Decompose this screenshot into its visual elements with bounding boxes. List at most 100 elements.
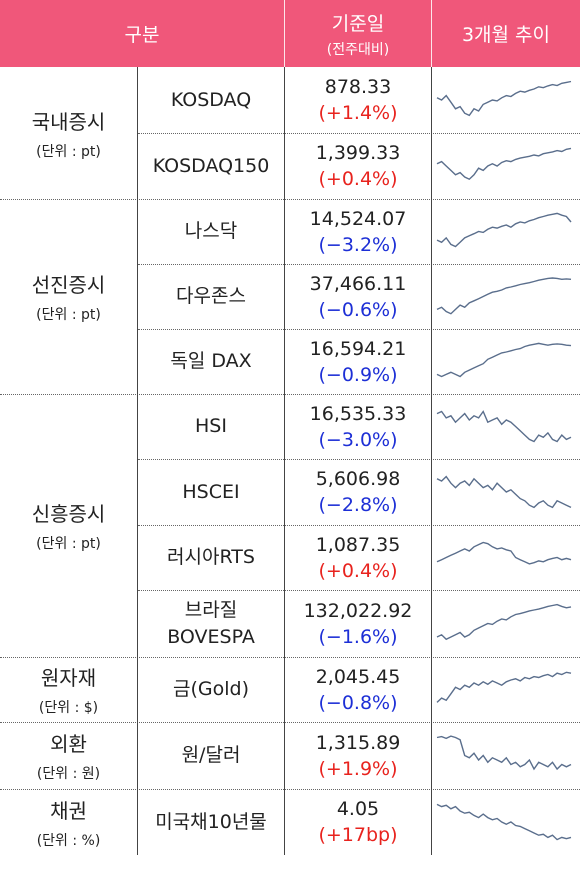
index-value: 14,524.07 (309, 207, 407, 230)
instrument-name: 미국채10년물 (155, 810, 267, 833)
trend-sparkline (436, 603, 572, 641)
instrument-name-cell: KOSDAQ150 (138, 133, 284, 199)
header-category: 구분 (0, 0, 284, 67)
header-trend: 3개월 추이 (432, 0, 580, 67)
value-cell: 2,045.45 (−0.8%) (285, 657, 431, 722)
instrument-name-cell: 나스닥 (138, 199, 284, 264)
sparkline-series (436, 80, 572, 117)
group-cell: 외환 (단위 : 원) (0, 722, 137, 789)
column-divider (137, 67, 138, 855)
trend-sparkline (436, 541, 572, 565)
group-unit: (단위 : pt) (36, 307, 101, 323)
weekly-change: (−0.8%) (318, 691, 398, 714)
row-divider (138, 133, 580, 134)
index-value: 2,045.45 (315, 665, 401, 688)
value-cell: 1,399.33 (+0.4%) (285, 133, 431, 199)
row-divider (138, 525, 580, 526)
trend-sparkline (436, 277, 572, 315)
row-divider (138, 329, 580, 330)
instrument-name: 독일 DAX (170, 350, 252, 372)
value-cell: 132,022.92 (−1.6%) (285, 590, 431, 657)
value-cell: 14,524.07 (−3.2%) (285, 199, 431, 264)
weekly-change: (+1.4%) (318, 102, 398, 124)
weekly-change: (−2.8%) (318, 494, 398, 516)
row-divider (0, 199, 580, 200)
instrument-name: 다우존스 (176, 285, 246, 307)
sparkline-series (436, 671, 572, 703)
weekly-change: (+1.9%) (318, 757, 398, 780)
header-value-title: 기준일 (331, 12, 385, 35)
group-unit: (단위 : pt) (36, 143, 101, 160)
index-value: 1,087.35 (315, 533, 401, 556)
sparkline-series (436, 147, 572, 181)
column-divider (284, 67, 285, 855)
instrument-name-cell: HSI (138, 394, 284, 459)
group-name: 신흥증시 (31, 502, 106, 526)
instrument-name: 러시아RTS (167, 546, 255, 568)
index-value: 878.33 (324, 76, 392, 98)
value-cell: 878.33 (+1.4%) (285, 67, 431, 133)
sparkline-series (436, 735, 572, 771)
weekly-change: (+0.4%) (318, 168, 398, 190)
trend-sparkline (436, 671, 572, 703)
sparkline-series (436, 277, 572, 315)
sparkline-series (436, 342, 572, 378)
index-value: 5,606.98 (315, 468, 401, 490)
row-divider (0, 657, 580, 658)
trend-sparkline (436, 147, 572, 181)
weekly-change: (−1.6%) (318, 625, 398, 648)
row-divider (138, 264, 580, 265)
instrument-name-cell: 다우존스 (138, 264, 284, 329)
weekly-change: (+0.4%) (318, 559, 398, 582)
sparkline-series (436, 603, 572, 641)
group-name: 원자재 (40, 666, 97, 690)
sparkline-series (436, 410, 572, 443)
group-name: 외환 (50, 732, 87, 756)
row-divider (0, 722, 580, 723)
index-value: 4.05 (336, 798, 380, 820)
header-category-label: 구분 (124, 24, 160, 46)
table-header: 구분 기준일 (전주대비) 3개월 추이 (0, 0, 580, 67)
index-value: 37,466.11 (309, 272, 407, 295)
row-divider (0, 789, 580, 790)
weekly-change: (+17bp) (318, 824, 398, 846)
header-trend-label: 3개월 추이 (461, 24, 551, 46)
value-cell: 1,087.35 (+0.4%) (285, 525, 431, 590)
group-cell: 국내증시 (단위 : pt) (0, 67, 137, 199)
instrument-name: HSCEI (182, 480, 240, 503)
instrument-name: 금(Gold) (173, 678, 249, 700)
header-value: 기준일 (전주대비) (285, 0, 431, 67)
index-value: 1,315.89 (315, 731, 401, 754)
instrument-name-cell: 금(Gold) (138, 657, 284, 722)
instrument-name: 브라질 (184, 598, 238, 621)
instrument-name-cell: 독일 DAX (138, 329, 284, 394)
instrument-name-cell: KOSDAQ (138, 67, 284, 133)
sparkline-series (436, 541, 572, 565)
trend-sparkline (436, 735, 572, 771)
sparkline-series (436, 212, 572, 248)
row-divider (138, 459, 580, 460)
row-divider (138, 590, 580, 591)
instrument-name: 나스닥 (184, 220, 238, 242)
trend-sparkline (436, 475, 572, 509)
value-cell: 4.05 (+17bp) (285, 789, 431, 855)
instrument-name: 원/달러 (181, 744, 241, 766)
sparkline-series (436, 475, 572, 509)
index-value: 16,535.33 (309, 402, 407, 425)
header-divider (284, 0, 285, 67)
index-value: 132,022.92 (303, 599, 413, 622)
weekly-change: (−0.9%) (318, 363, 398, 386)
instrument-name-cell: 원/달러 (138, 722, 284, 789)
trend-sparkline (436, 342, 572, 378)
weekly-change: (−3.0%) (318, 428, 398, 451)
instrument-name: KOSDAQ150 (152, 154, 270, 177)
row-divider (0, 394, 580, 395)
trend-sparkline (436, 803, 572, 841)
group-name: 국내증시 (31, 109, 106, 134)
group-unit: (단위 : $) (38, 700, 99, 716)
weekly-change: (−0.6%) (318, 298, 398, 321)
instrument-name-cell: 러시아RTS (138, 525, 284, 590)
value-cell: 16,594.21 (−0.9%) (285, 329, 431, 394)
group-cell: 채권 (단위 : %) (0, 789, 137, 855)
